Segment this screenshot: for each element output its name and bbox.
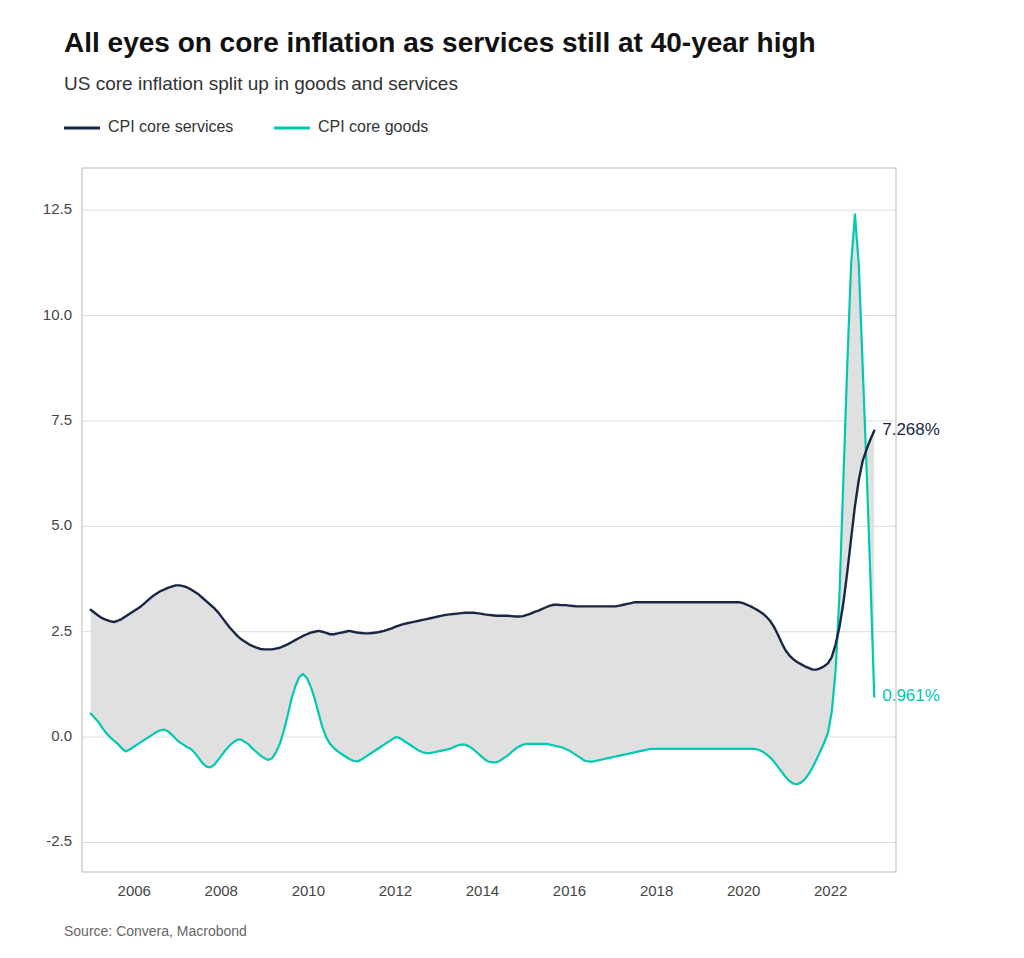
chart: All eyes on core inflation as services s…: [0, 0, 1024, 958]
subtitle: US core inflation split up in goods and …: [64, 73, 458, 94]
legend-label: CPI core goods: [318, 118, 428, 135]
x-tick-label: 2008: [205, 882, 238, 899]
legend-label: CPI core services: [108, 118, 233, 135]
y-axis: -2.5 0.0 2.5 5.0 7.5 10.0 12.5: [43, 200, 72, 849]
plot-data: [91, 214, 875, 784]
annotations: 7.268% 0.961%: [882, 420, 940, 705]
y-grid: [82, 210, 896, 842]
y-tick-label: -2.5: [46, 832, 72, 849]
grid-line: [82, 526, 896, 527]
source: Source: Convera, Macrobond: [64, 923, 247, 939]
x-tick-label: 2016: [553, 882, 586, 899]
legend: CPI core services CPI core goods: [64, 118, 428, 135]
grid-line: [82, 420, 896, 421]
y-tick-label: 2.5: [51, 622, 72, 639]
end-label: 0.961%: [882, 686, 940, 705]
grid-line: [82, 842, 896, 843]
series-line: [91, 431, 875, 670]
plot-frame: [82, 168, 896, 872]
x-tick-label: 2006: [118, 882, 151, 899]
y-tick-label: 0.0: [51, 727, 72, 744]
grid-line: [82, 315, 896, 316]
y-tick-label: 10.0: [43, 306, 72, 323]
x-tick-label: 2010: [292, 882, 325, 899]
y-tick-label: 12.5: [43, 200, 72, 217]
x-tick-label: 2012: [379, 882, 412, 899]
legend-swatch: [64, 127, 100, 130]
legend-swatch: [274, 127, 310, 130]
y-tick-label: 5.0: [51, 516, 72, 533]
x-tick-label: 2018: [640, 882, 673, 899]
x-axis: 2006 2008 2010 2012 2014 2016 2018 2020 2022: [118, 882, 848, 899]
background: [0, 0, 1024, 958]
gap-area: [91, 214, 875, 784]
end-label: 7.268%: [882, 420, 940, 439]
x-tick-label: 2020: [727, 882, 760, 899]
y-tick-label: 7.5: [51, 411, 72, 428]
series-line: [91, 214, 875, 784]
x-tick-label: 2022: [814, 882, 847, 899]
grid-line: [82, 210, 896, 211]
x-tick-label: 2014: [466, 882, 499, 899]
title: All eyes on core inflation as services s…: [64, 27, 816, 58]
